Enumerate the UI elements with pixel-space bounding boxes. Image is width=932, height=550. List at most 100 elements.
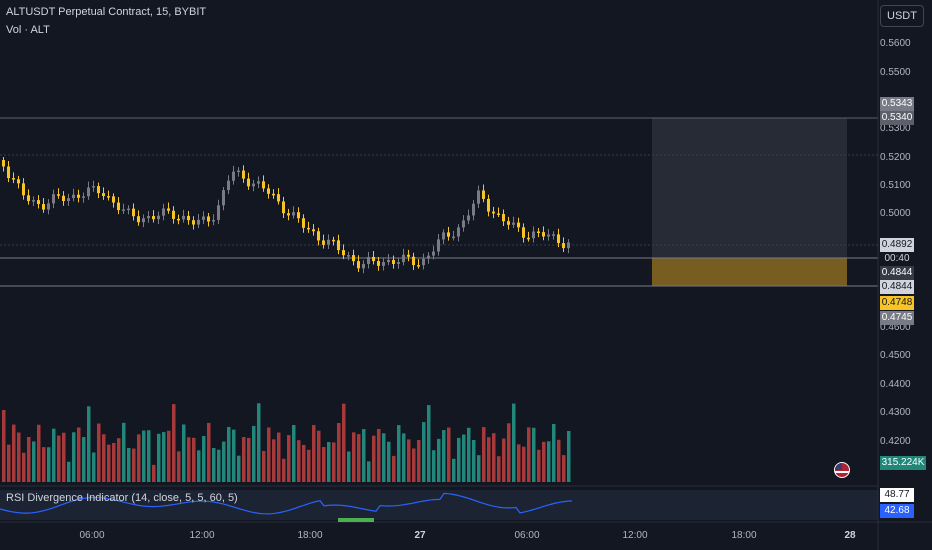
candle bbox=[242, 170, 245, 179]
volume-bar bbox=[117, 438, 121, 482]
entry-price-tag-2: 0.4844 bbox=[880, 280, 914, 294]
volume-bar bbox=[452, 458, 456, 482]
volume-bar bbox=[92, 452, 96, 482]
volume-bar bbox=[272, 439, 276, 482]
volume-bar bbox=[457, 437, 461, 482]
volume-bar bbox=[237, 455, 241, 482]
time-label: 27 bbox=[414, 530, 426, 541]
time-label: 12:00 bbox=[189, 530, 215, 541]
candle bbox=[537, 231, 540, 234]
target-price-tag-2: 0.4745 bbox=[880, 311, 914, 325]
candle bbox=[517, 222, 520, 228]
candle bbox=[387, 259, 390, 263]
volume-bar bbox=[512, 403, 516, 482]
candle bbox=[57, 194, 60, 196]
volume-bar bbox=[27, 437, 31, 482]
price-label: 0.4500 bbox=[880, 350, 911, 361]
volume-bar bbox=[102, 434, 106, 482]
volume-bar bbox=[327, 441, 331, 482]
candle bbox=[557, 234, 560, 244]
volume-bar bbox=[517, 444, 521, 482]
countdown-tag: 00:40 bbox=[880, 252, 914, 266]
volume-bar bbox=[412, 448, 416, 482]
volume-bar bbox=[257, 403, 261, 482]
volume-bar bbox=[207, 422, 211, 482]
candle bbox=[362, 263, 365, 269]
candle bbox=[497, 213, 500, 215]
time-label: 18:00 bbox=[731, 530, 757, 541]
volume-bar bbox=[552, 424, 556, 482]
price-label: 0.5100 bbox=[880, 180, 911, 191]
time-label: 12:00 bbox=[622, 530, 648, 541]
volume-bar bbox=[367, 461, 371, 482]
volume-bar bbox=[547, 441, 551, 482]
volume-bar bbox=[472, 440, 476, 482]
price-label: 0.4300 bbox=[880, 407, 911, 418]
volume-bar bbox=[87, 406, 91, 482]
volume-bar bbox=[37, 424, 41, 482]
candle bbox=[92, 186, 95, 188]
currency-button[interactable]: USDT bbox=[880, 5, 924, 27]
candle bbox=[287, 213, 290, 216]
volume-bar bbox=[387, 441, 391, 482]
volume-bar bbox=[142, 430, 146, 482]
candle bbox=[307, 227, 310, 230]
volume-bar bbox=[427, 405, 431, 482]
volume-bar bbox=[422, 422, 426, 482]
volume-bar bbox=[127, 447, 131, 482]
volume-bar bbox=[447, 427, 451, 482]
volume-bar bbox=[537, 449, 541, 482]
volume-bar bbox=[212, 448, 216, 482]
volume-value-tag: 315.224K bbox=[880, 456, 926, 470]
candle bbox=[167, 208, 170, 211]
candle bbox=[7, 166, 10, 179]
candle bbox=[317, 231, 320, 241]
time-label: 06:00 bbox=[79, 530, 105, 541]
candle bbox=[222, 190, 225, 206]
volume-bar bbox=[372, 435, 376, 482]
volume-bar bbox=[522, 446, 526, 482]
volume-bar bbox=[527, 427, 531, 482]
price-label: 0.5300 bbox=[880, 123, 911, 134]
volume-bar bbox=[112, 442, 116, 482]
candle bbox=[32, 200, 35, 202]
candle bbox=[422, 258, 425, 266]
volume-bar bbox=[487, 437, 491, 482]
volume-bar bbox=[157, 433, 161, 482]
candle bbox=[227, 180, 230, 191]
volume-bar bbox=[22, 452, 26, 482]
volume-bar bbox=[497, 456, 501, 482]
candle bbox=[232, 171, 235, 181]
candle bbox=[552, 234, 555, 236]
candle bbox=[52, 194, 55, 204]
candle bbox=[437, 239, 440, 252]
us-flag-icon[interactable] bbox=[834, 462, 850, 478]
price-label: 0.5200 bbox=[880, 152, 911, 163]
volume-bar bbox=[337, 422, 341, 482]
volume-bar bbox=[167, 430, 171, 482]
price-label: 0.5500 bbox=[880, 67, 911, 78]
candle bbox=[417, 265, 420, 267]
price-label: 0.5600 bbox=[880, 38, 911, 49]
volume-bar bbox=[62, 432, 66, 482]
candle bbox=[277, 194, 280, 202]
candle bbox=[217, 205, 220, 220]
candle bbox=[107, 196, 110, 198]
volume-bar bbox=[202, 436, 206, 482]
volume-bar bbox=[392, 455, 396, 482]
candle bbox=[502, 213, 505, 222]
candle bbox=[397, 262, 400, 264]
candle bbox=[472, 203, 475, 216]
volume-bar bbox=[182, 424, 186, 482]
volume-bar bbox=[357, 434, 361, 482]
candle bbox=[137, 216, 140, 223]
candle bbox=[257, 181, 260, 184]
candle bbox=[302, 218, 305, 228]
candle bbox=[347, 255, 350, 257]
volume-bar bbox=[252, 425, 256, 482]
candle bbox=[282, 201, 285, 214]
volume-bar bbox=[97, 423, 101, 482]
rsi-indicator-label[interactable]: RSI Divergence Indicator (14, close, 5, … bbox=[6, 492, 238, 504]
candle bbox=[42, 204, 45, 210]
